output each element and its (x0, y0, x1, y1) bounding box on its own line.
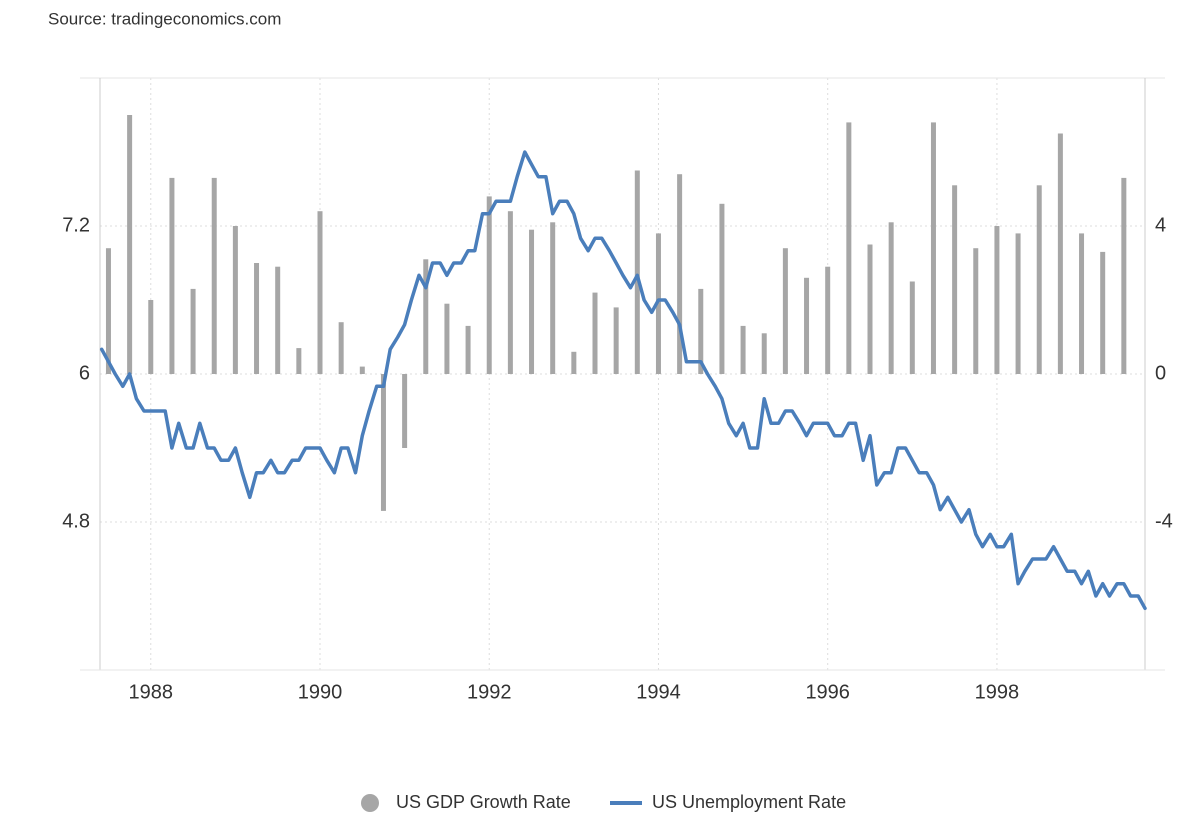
legend-label: US Unemployment Rate (652, 792, 846, 812)
bar (782, 248, 788, 374)
y2-tick-label: 0 (1155, 362, 1166, 384)
bar (1036, 185, 1042, 374)
bar (254, 263, 260, 374)
bar (994, 226, 1000, 374)
bar (952, 185, 958, 374)
bar (909, 281, 915, 374)
line (99, 150, 1147, 611)
bar (444, 303, 450, 374)
source: Source: tradingeconomics.com (48, 9, 281, 28)
bar (1121, 177, 1127, 374)
bar (634, 170, 640, 374)
bar (486, 196, 492, 374)
bar (402, 374, 408, 448)
bar (804, 277, 810, 374)
bar (930, 122, 936, 375)
bar (105, 248, 111, 374)
bar (867, 244, 873, 374)
y-tick-label: 7.2 (62, 214, 90, 236)
bar (507, 211, 513, 374)
bar (1100, 251, 1106, 374)
bar (677, 174, 683, 374)
bar (550, 222, 556, 374)
bar (529, 229, 535, 374)
bar (740, 325, 746, 374)
x-tick-label: 1990 (298, 681, 343, 703)
bar (888, 222, 894, 374)
legend-swatch (361, 794, 379, 812)
bar (380, 374, 386, 511)
bar (423, 259, 429, 374)
bar (655, 233, 661, 374)
x-tick-label: 1992 (467, 681, 512, 703)
bar (1015, 233, 1021, 374)
bar (973, 248, 979, 374)
bar (127, 115, 133, 374)
bar (846, 122, 852, 375)
bar (169, 177, 175, 374)
bar (232, 226, 238, 374)
bar (317, 211, 323, 374)
bar (1057, 133, 1063, 374)
bar (465, 325, 471, 374)
y-tick-label: 4.8 (62, 510, 90, 532)
bar (571, 351, 577, 374)
legend-label: US GDP Growth Rate (396, 792, 571, 812)
y-tick-label: 6 (79, 362, 90, 384)
bar (825, 266, 831, 374)
y2-tick-label: -4 (1155, 510, 1173, 532)
bar (296, 348, 302, 374)
x-tick-label: 1998 (975, 681, 1020, 703)
bar (148, 300, 154, 374)
bar (211, 177, 217, 374)
bar (592, 292, 598, 374)
bar (1079, 233, 1085, 374)
bar (698, 288, 704, 374)
bar (761, 333, 767, 374)
x-tick-label: 1994 (636, 681, 681, 703)
y2-tick-label: 4 (1155, 214, 1166, 236)
bar (359, 366, 365, 374)
bar (338, 322, 344, 374)
x-tick-label: 1988 (129, 681, 174, 703)
bar (190, 288, 196, 374)
bar (613, 307, 619, 374)
bar (275, 266, 281, 374)
bar (719, 203, 725, 374)
x-tick-label: 1996 (805, 681, 850, 703)
